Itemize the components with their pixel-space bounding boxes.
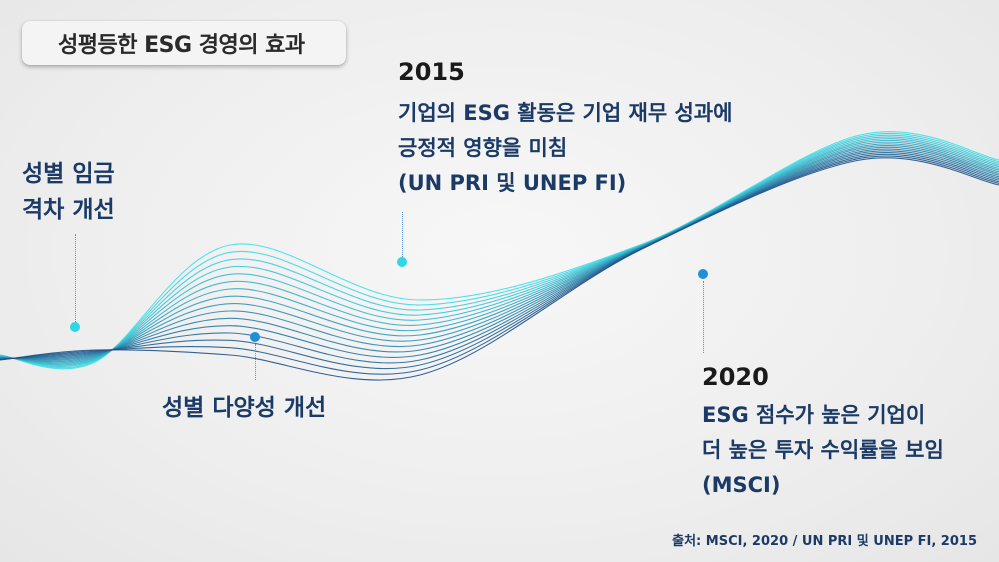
pay-gap-label: 성별 임금 격차 개선 [22,156,115,228]
pay-gap-label-line1: 성별 임금 [22,161,115,187]
source-citation: 출처: MSCI, 2020 / UN PRI 및 UNEP FI, 2015 [672,534,977,549]
finding-2015-line1: 기업의 ESG 활동은 기업 재무 성과에 [398,101,733,125]
wave-line [0,155,999,375]
page-title: 성평등한 ESG 경영의 효과 [58,33,305,58]
wave-line [0,150,999,360]
diversity-leader-line [255,344,256,380]
finding-2020-line2: 더 높은 투자 수익률을 보임 [702,438,944,462]
finding-2020-line1: ESG 점수가 높은 기업이 [702,403,926,427]
finding-2020: ESG 점수가 높은 기업이 더 높은 투자 수익률을 보임 (MSCI) [702,398,944,503]
finding-2020-line3: (MSCI) [702,473,781,497]
diversity-marker-dot [250,332,260,342]
pay-gap-marker-dot [70,322,80,332]
wave-line [0,157,999,381]
pay-gap-leader-line [75,234,76,322]
diversity-label: 성별 다양성 개선 [162,395,327,421]
finding-2015-line3: (UN PRI 및 UNEP FI) [398,171,627,195]
wave-line [0,153,999,370]
title-box: 성평등한 ESG 경영의 효과 [22,21,346,65]
finding-2020-marker-dot [698,269,708,279]
year-2015: 2015 [398,58,465,86]
finding-2015-leader-line [402,212,403,257]
year-2020: 2020 [702,363,769,391]
finding-2015-marker-dot [397,257,407,267]
finding-2020-leader-line [703,281,704,353]
finding-2015-line2: 긍정적 영향을 미침 [398,136,568,160]
finding-2015: 기업의 ESG 활동은 기업 재무 성과에 긍정적 영향을 미침 (UN PRI… [398,96,732,201]
wave-line [0,151,999,364]
pay-gap-label-line2: 격차 개선 [22,197,115,223]
